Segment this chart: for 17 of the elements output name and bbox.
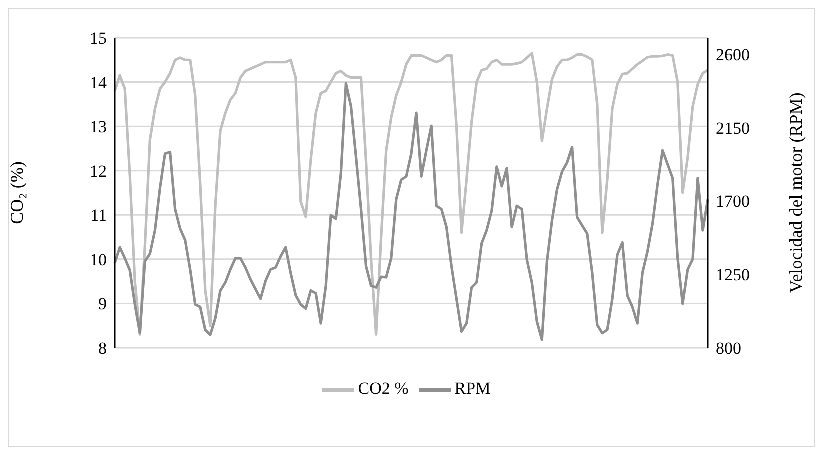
y-tick-label: 13 [90,118,107,137]
y-tick-label: 14 [90,73,108,92]
y2-axis-title: Velocidad del motor (RPM) [786,92,806,294]
y-tick-label: 10 [90,250,107,270]
y2-tick-label: 2150 [716,118,750,138]
legend-label: CO2 % [358,378,409,398]
legend-label: RPM [454,378,491,398]
y-axis-title: CO₂ (%) [7,162,27,224]
y-tick-label: 15 [90,29,107,48]
y-tick-label: 8 [98,339,107,358]
y-tick-label: 9 [98,294,107,314]
y2-tick-label: 800 [716,339,742,358]
y-tick-label: 11 [90,206,107,226]
y2-tick-label: 1250 [716,266,750,285]
y2-tick-label: 1700 [716,192,750,212]
y-tick-label: 12 [90,162,107,181]
y2-tick-label: 2600 [716,45,750,64]
